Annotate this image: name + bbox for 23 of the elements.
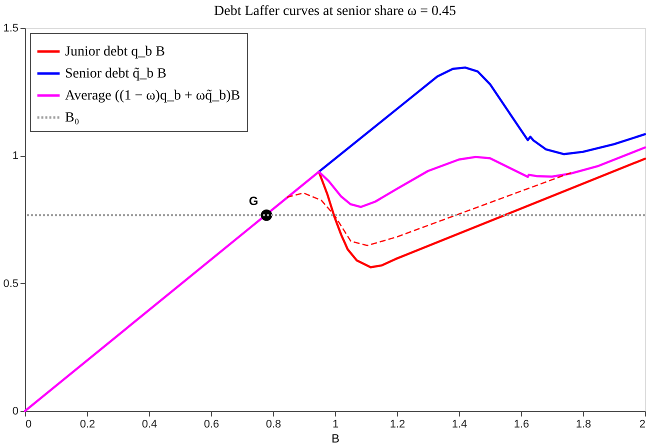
y-tick-label: 0 <box>12 406 18 418</box>
x-tick-label: 0.2 <box>80 418 96 430</box>
x-tick-label: 1 <box>332 418 339 430</box>
legend-label: B₀ <box>65 110 80 126</box>
legend-label: Senior debt q̃_b B <box>65 66 166 82</box>
x-tick-label: 1.4 <box>452 418 468 430</box>
x-tick-label: 0.4 <box>142 418 158 430</box>
x-tick-label: 2 <box>639 418 646 430</box>
legend-label: Average ((1 − ω)q_b + ωq̃_b)B <box>65 88 240 104</box>
chart-title: Debt Laffer curves at senior share ω = 0.45 <box>214 4 456 19</box>
x-tick-label: 0 <box>26 418 32 430</box>
x-tick-label: 1.2 <box>390 418 406 430</box>
y-tick-label: 1.5 <box>3 22 18 34</box>
y-tick-label: 1 <box>12 150 18 162</box>
y-tick-label: 0.5 <box>3 278 18 290</box>
x-tick-label: 1.8 <box>576 418 592 430</box>
x-tick-label: 0.8 <box>266 418 282 430</box>
x-axis-title: B <box>331 432 340 446</box>
legend-label: Junior debt q_b B <box>65 44 165 60</box>
annotation: G <box>248 194 258 208</box>
x-tick-label: 0.6 <box>204 418 220 430</box>
line-series <box>318 66 646 173</box>
x-tick-label: 1.6 <box>514 418 530 430</box>
